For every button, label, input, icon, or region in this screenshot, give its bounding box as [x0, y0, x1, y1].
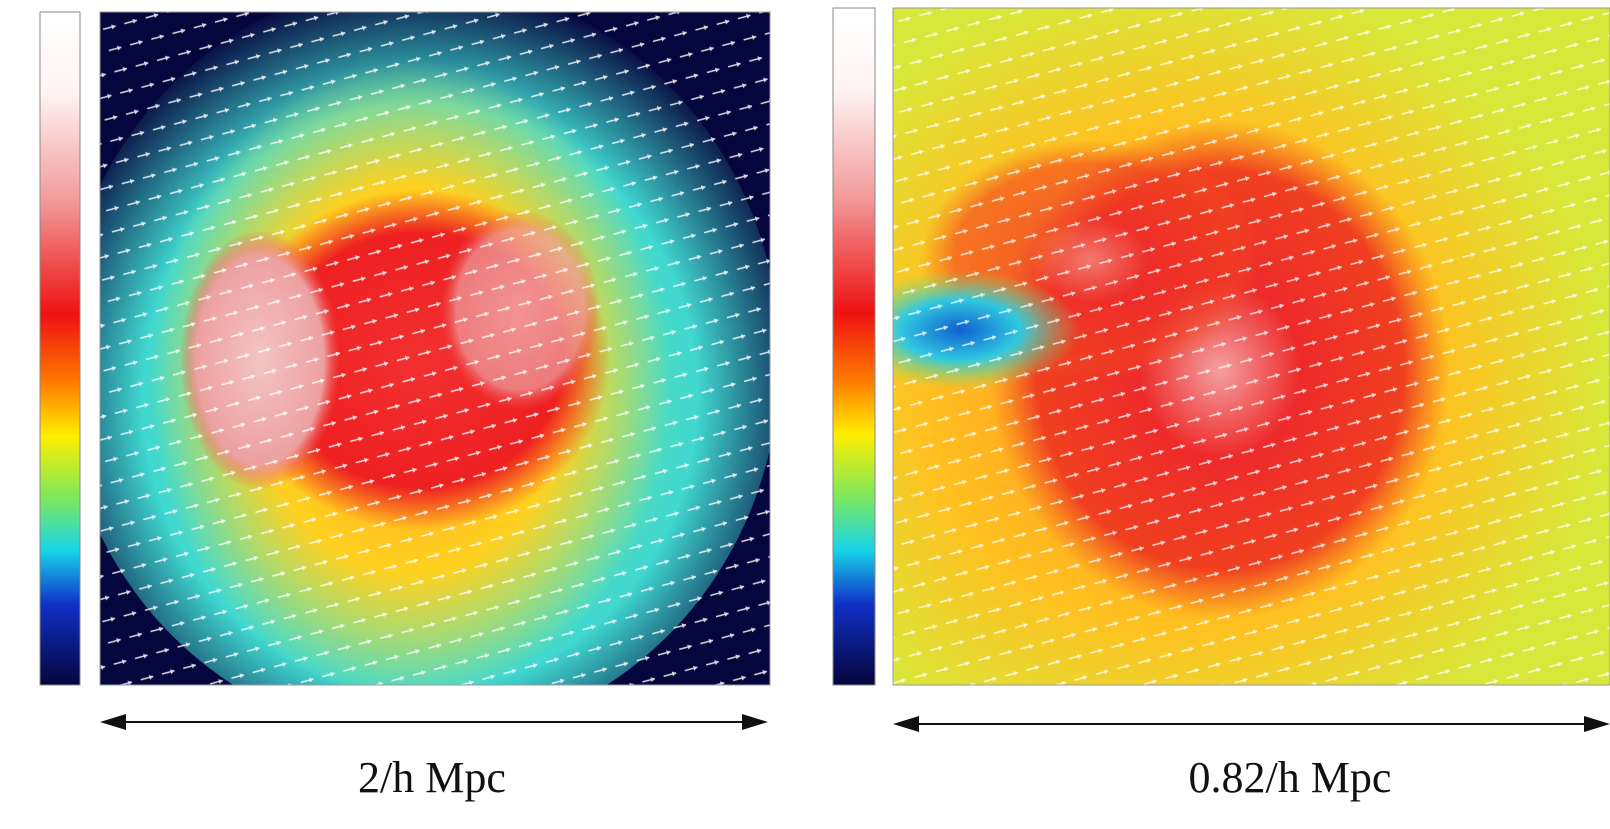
density-map [893, 8, 1610, 685]
colorbar [832, 7, 876, 686]
panel-frame [99, 11, 771, 686]
panel-frame [892, 7, 1610, 686]
colorbar [39, 11, 81, 686]
density-map [100, 12, 770, 685]
scale-label: 0.82/h Mpc [1189, 753, 1392, 802]
scale-label: 2/h Mpc [358, 753, 506, 802]
